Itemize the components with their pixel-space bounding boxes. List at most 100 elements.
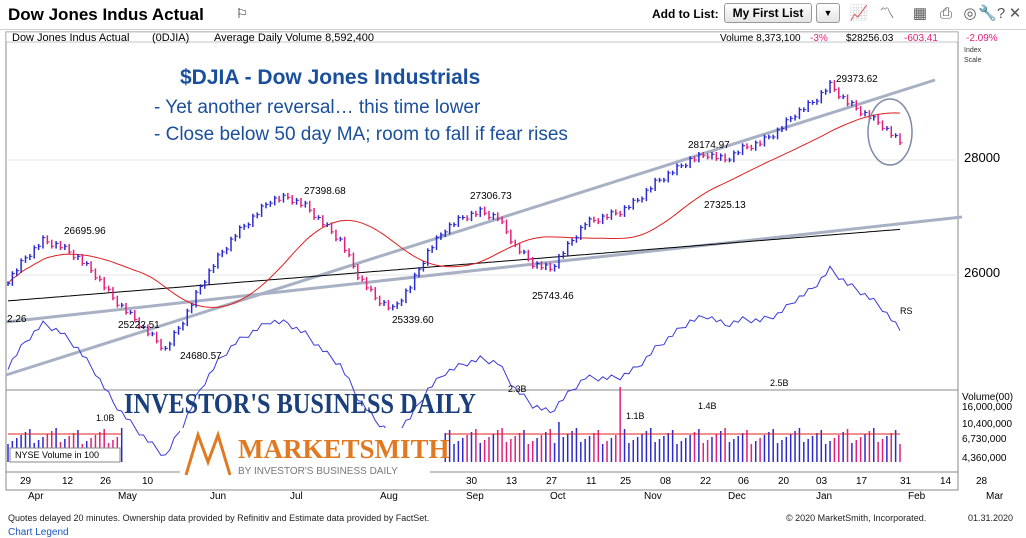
x-tick-month: Jun (210, 491, 226, 502)
marketsmith-logo-icon (184, 430, 232, 476)
trend-line-upper (5, 78, 936, 377)
marketsmith-logo-bg (180, 428, 430, 480)
chevron-down-icon[interactable]: ▼ (816, 3, 840, 23)
info-name: Dow Jones Indus Actual (12, 32, 129, 44)
x-tick-day: 11 (586, 476, 597, 487)
x-tick-day: 25 (620, 476, 632, 487)
price-label: 25339.60 (392, 315, 434, 326)
calendar-icon[interactable]: ▦ (912, 5, 928, 22)
info-symbol: (0DJIA) (152, 32, 189, 44)
footer-disclaimer: Quotes delayed 20 minutes. Ownership dat… (8, 513, 430, 523)
add-to-list-label: Add to List: (652, 7, 719, 21)
x-tick-day: 28 (976, 476, 988, 487)
x-tick-month: Dec (728, 491, 746, 502)
trend-line-lower (5, 215, 963, 324)
chart-area[interactable]: Dow Jones Indus Actual (0DJIA) Average D… (0, 30, 1026, 512)
price-label: 25222.51 (118, 320, 160, 331)
vol-axis-10m: 10,400,000 (962, 419, 1012, 430)
x-tick-day: 30 (466, 476, 478, 487)
wrench-icon[interactable]: 🔧 (978, 5, 997, 22)
price-chart[interactable]: Dow Jones Indus Actual (0DJIA) Average D… (0, 30, 1026, 512)
top-bar: Dow Jones Indus Actual ⚐ Add to List: My… (0, 0, 1026, 30)
volume-label: 1.4B (698, 401, 717, 411)
x-tick-month: Apr (28, 491, 44, 502)
index-scale-label-2: Scale (964, 57, 982, 64)
line-chart-icon[interactable]: 〽 (879, 5, 895, 22)
price-label: 24680.57 (180, 351, 222, 362)
x-axis: 29 12 26 10 30 13 27 11 25 08 22 06 20 03 17 31 14 28 Apr M… (20, 476, 1004, 502)
nyse-volume-label: NYSE Volume in 100 (15, 450, 99, 460)
ibd-logo: INVESTOR'S BUSINESS DAILY (124, 388, 476, 420)
chart-icon[interactable]: 📈 (849, 5, 869, 22)
chart-legend-link[interactable]: Chart Legend (8, 527, 69, 538)
x-tick-month: Mar (986, 491, 1004, 502)
rs-line (7, 265, 901, 456)
x-tick-month: Jan (816, 491, 832, 502)
price-label: 27398.68 (304, 186, 346, 197)
price-text: $28256.03 (846, 33, 894, 44)
flag-icon[interactable]: ⚐ (236, 6, 248, 21)
ma50-line (7, 112, 901, 308)
x-tick-month: Oct (550, 491, 566, 502)
nyse-volume-box (9, 447, 121, 463)
x-tick-day: 14 (940, 476, 952, 487)
x-tick-month: Jul (290, 491, 303, 502)
marketsmith-logo-sub: BY INVESTOR'S BUSINESS DAILY (238, 466, 398, 477)
highlight-ellipse (867, 98, 913, 166)
x-tick-day: 06 (738, 476, 750, 487)
volume-change: -3% (810, 33, 828, 44)
list-select[interactable]: My First List (724, 3, 812, 23)
lifebuoy-icon[interactable]: ◎ (963, 5, 977, 22)
price-label: 25743.46 (532, 291, 574, 302)
price-change: -603.41 (904, 33, 938, 44)
volume-label: 2.5B (770, 378, 789, 388)
footer-copyright: © 2020 MarketSmith, Incorporated. (786, 513, 927, 523)
marketsmith-logo: MARKETSMITH (238, 434, 450, 464)
annotation-title: $DJIA - Dow Jones Industrials (180, 66, 480, 89)
x-tick-month: Sep (466, 491, 484, 502)
annotation-line-2: - Close below 50 day MA; room to fall if… (154, 124, 568, 145)
x-tick-day: 31 (900, 476, 912, 487)
x-tick-day: 08 (660, 476, 672, 487)
x-tick-day: 12 (62, 476, 74, 487)
annotation-line-1: - Yet another reversal… this time lower (154, 97, 481, 118)
vol-axis-4m: 4,360,000 (962, 453, 1007, 464)
volume-label: 1.0B (96, 413, 115, 423)
x-tick-month: Nov (644, 491, 662, 502)
ma200-line (7, 228, 901, 302)
index-scale-label: Index (964, 47, 982, 54)
price-bars (7, 80, 903, 351)
x-tick-day: 10 (142, 476, 154, 487)
vol-axis-16m: 16,000,000 (962, 402, 1012, 413)
x-tick-day: 03 (816, 476, 828, 487)
x-tick-day: 26 (100, 476, 112, 487)
x-tick-month: May (118, 491, 137, 502)
price-label: 28174.97 (688, 140, 730, 151)
price-pct: -2.09% (966, 33, 998, 44)
x-tick-day: 20 (778, 476, 790, 487)
x-tick-day: 17 (856, 476, 868, 487)
price-label: 27306.73 (470, 191, 512, 202)
rs-label: RS (900, 306, 913, 316)
y-tick-28000: 28000 (964, 150, 1000, 165)
x-tick-day: 27 (546, 476, 558, 487)
vol-axis-6m: 6,730,000 (962, 434, 1007, 445)
y-tick-26000: 26000 (964, 265, 1000, 280)
x-tick-day: 29 (20, 476, 32, 487)
price-label: 26695.96 (64, 226, 106, 237)
volume-label: 1.1B (626, 411, 645, 421)
page-title: Dow Jones Indus Actual (8, 5, 204, 24)
vol-axis-title: Volume(00) (962, 392, 1013, 403)
x-tick-month: Feb (908, 491, 926, 502)
help-icon[interactable]: ? (996, 5, 1006, 22)
price-label: 2.26 (7, 314, 27, 325)
x-tick-day: 13 (506, 476, 518, 487)
avg-volume: Average Daily Volume 8,592,400 (214, 32, 374, 44)
price-label: 27325.13 (704, 200, 746, 211)
volume-text: Volume 8,373,100 (720, 33, 801, 44)
x-tick-month: Aug (380, 491, 398, 502)
close-icon[interactable]: ✕ (1008, 5, 1022, 22)
price-label: 29373.62 (836, 74, 878, 85)
print-icon[interactable]: ⎙ (939, 5, 952, 22)
x-tick-day: 22 (700, 476, 712, 487)
